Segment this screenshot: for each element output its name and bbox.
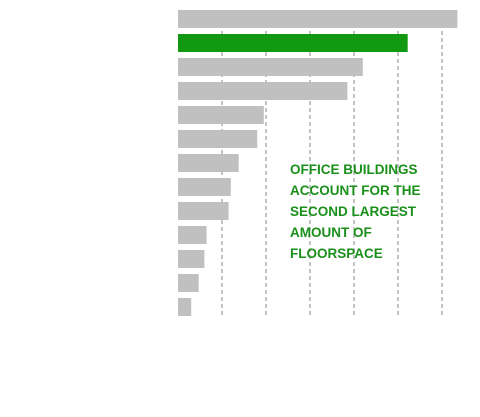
bar	[178, 10, 458, 28]
bar	[178, 250, 205, 268]
bar	[178, 178, 231, 196]
bar	[178, 298, 192, 316]
bar	[178, 202, 229, 220]
chart-annotation: OFFICE BUILDINGS ACCOUNT FOR THE SECOND …	[290, 162, 421, 261]
bar	[178, 58, 363, 76]
bars	[178, 10, 458, 316]
bar	[178, 274, 199, 292]
bar	[178, 106, 264, 124]
bar	[178, 154, 239, 172]
bar	[178, 130, 258, 148]
bar	[178, 226, 207, 244]
bar	[178, 82, 348, 100]
bar-highlighted	[178, 34, 408, 52]
